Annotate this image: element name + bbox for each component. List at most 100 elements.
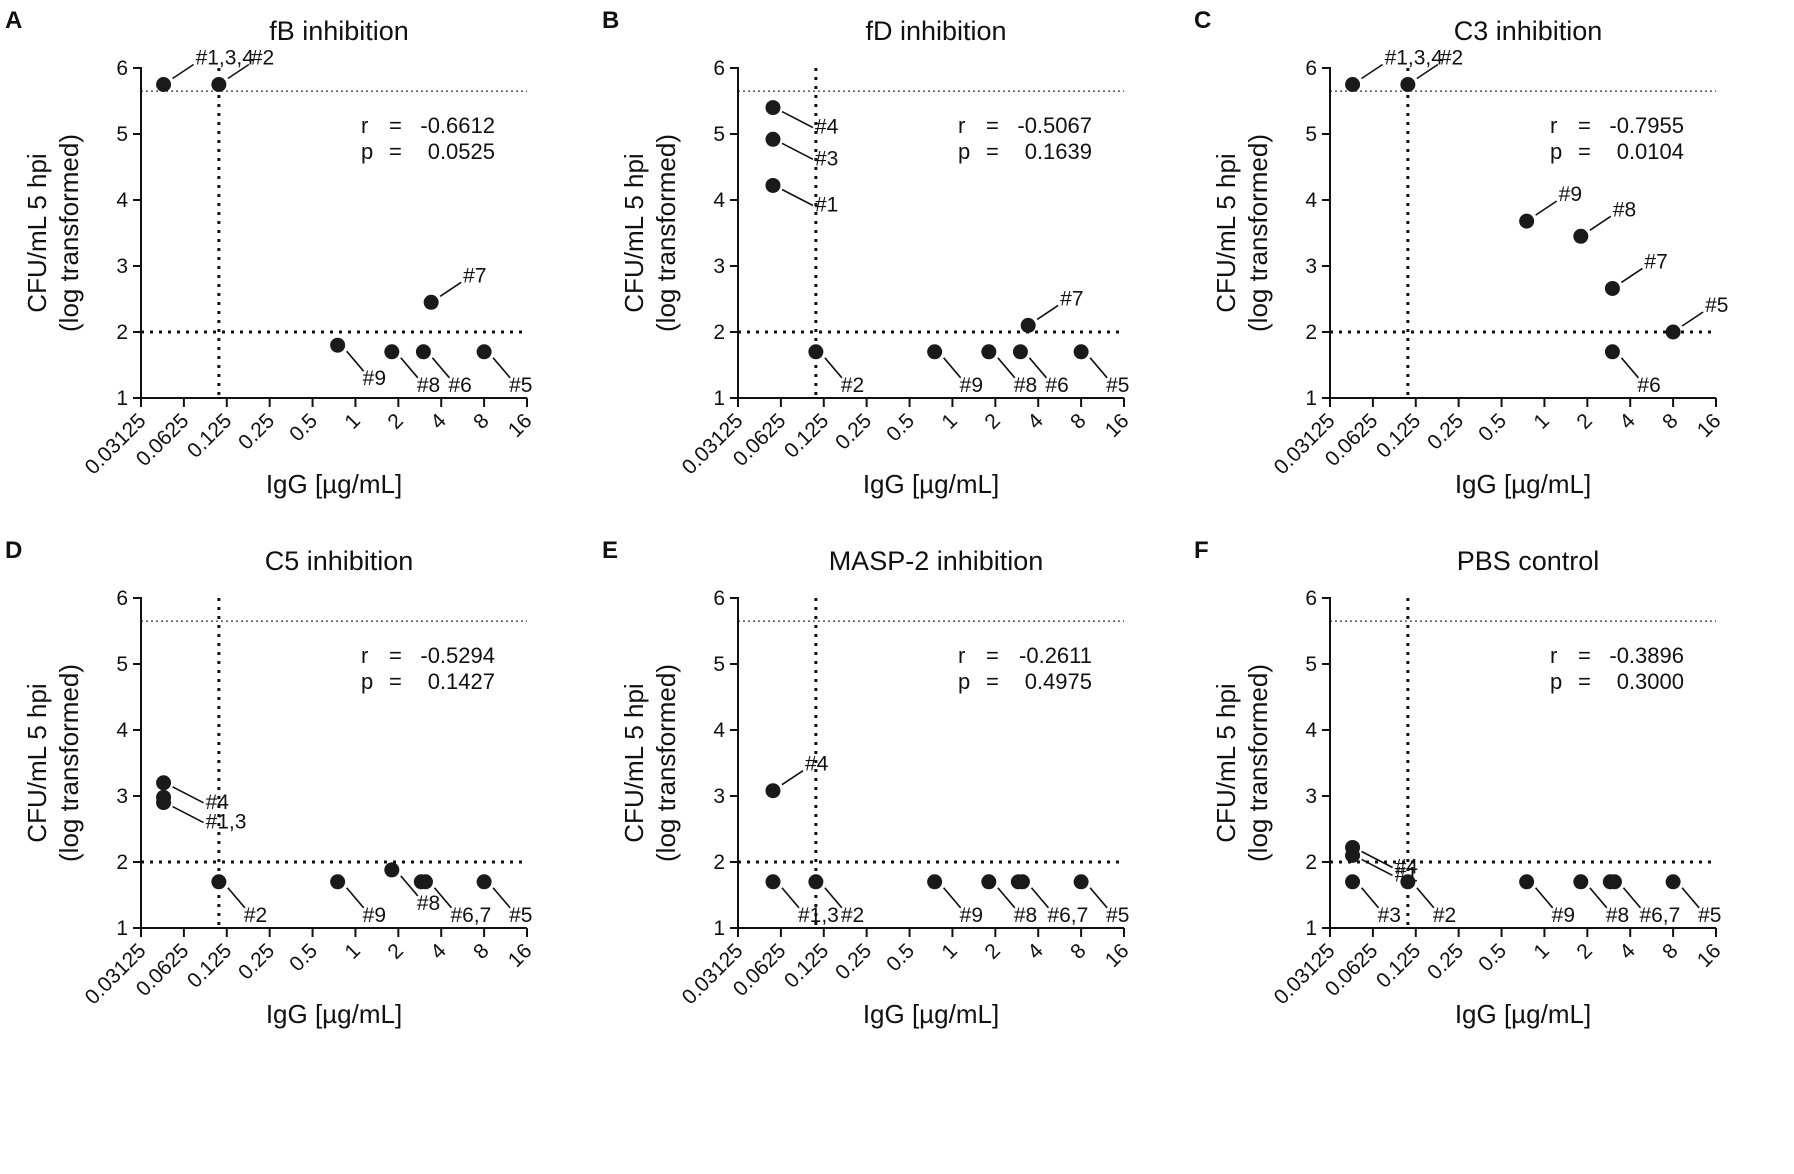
panel-e: E MASP-2 inhibition1234560.031250.06250.1… (602, 537, 1134, 1029)
y-tick-label: 3 (116, 255, 128, 278)
x-tick-label: 4 (1023, 939, 1048, 964)
point-annotation: #5 (509, 374, 532, 397)
point-annotation: #9 (363, 904, 386, 927)
data-point (156, 77, 172, 92)
y-tick-label: 4 (713, 719, 725, 742)
x-tick-label: 4 (426, 939, 451, 964)
p-label: p (958, 139, 970, 164)
x-axis-label: IgG [µg/mL] (1455, 999, 1591, 1029)
panel-letter: C (1194, 7, 1211, 34)
p-value: 0.4975 (1025, 669, 1092, 694)
x-tick-label: 1 (340, 939, 365, 964)
point-annotation: #1,3 (798, 904, 839, 927)
x-tick-label: 8 (1066, 939, 1091, 964)
data-point (765, 783, 781, 799)
data-point (1519, 874, 1535, 890)
point-annotation: #6 (1637, 374, 1660, 397)
data-point (211, 874, 227, 890)
point-annotation: #8 (1606, 904, 1629, 927)
data-point (476, 344, 492, 360)
point-annotation: #5 (509, 904, 532, 927)
y-tick-label: 5 (1305, 653, 1317, 676)
y-axis-label-line2: (log transformed) (1243, 134, 1273, 332)
data-point (156, 795, 172, 811)
x-tick-label: 0.125 (183, 939, 236, 992)
r-label: r (361, 643, 368, 668)
data-point (981, 344, 997, 360)
y-tick-label: 6 (713, 587, 725, 610)
x-tick-label: 0.25 (831, 939, 876, 984)
annotation-leader (492, 887, 511, 909)
annotation-leader (1589, 887, 1608, 909)
p-equals: = (389, 139, 402, 164)
data-point (1604, 280, 1620, 296)
y-tick-label: 6 (116, 57, 128, 80)
data-point (927, 344, 943, 360)
annotation-leader (227, 63, 250, 80)
y-tick-label: 2 (1305, 851, 1317, 874)
annotation-leader (492, 357, 511, 379)
annotation-leader (1622, 887, 1642, 909)
panel-letter: D (5, 537, 22, 564)
y-tick-label: 5 (713, 123, 725, 146)
y-axis-label-line2: (log transformed) (54, 134, 84, 332)
p-value: 0.1639 (1025, 139, 1092, 164)
panel-c: C C3 inhibition1234560.031250.06250.1250.… (1194, 7, 1728, 499)
p-label: p (361, 139, 373, 164)
r-label: r (958, 113, 965, 138)
y-tick-label: 3 (1305, 785, 1317, 808)
data-point (211, 77, 227, 92)
p-value: 0.0525 (428, 139, 495, 164)
annotation-leader (781, 110, 814, 129)
r-equals: = (389, 113, 402, 138)
point-annotation: #4 (206, 791, 230, 814)
data-point (1400, 77, 1416, 92)
point-annotation: #1,3,4 (1385, 47, 1444, 70)
panel-letter: E (602, 537, 618, 564)
annotation-leader (1089, 357, 1108, 379)
x-tick-label: 16 (504, 939, 537, 972)
data-point (1345, 874, 1361, 890)
x-tick-label: 16 (1693, 939, 1726, 972)
data-point (1345, 847, 1361, 863)
panel-f: F PBS control1234560.031250.06250.1250.25… (1194, 537, 1726, 1029)
r-equals: = (389, 643, 402, 668)
y-tick-label: 1 (1305, 917, 1317, 940)
x-tick-label: 2 (383, 409, 408, 434)
x-axis-label: IgG [µg/mL] (266, 999, 402, 1029)
y-axis-label-line1: CFU/mL 5 hpi (22, 683, 52, 842)
r-value: -0.6612 (420, 113, 495, 138)
x-tick-label: 4 (1023, 409, 1048, 434)
x-tick-label: 0.25 (1423, 939, 1468, 984)
y-tick-label: 4 (116, 719, 128, 742)
x-tick-label: 0.5 (882, 409, 919, 446)
annotation-leader (1028, 357, 1048, 379)
x-tick-label: 0.125 (183, 409, 236, 462)
annotation-leader (172, 805, 204, 824)
data-point (1604, 344, 1620, 360)
data-point (1345, 77, 1361, 92)
data-point (1665, 874, 1681, 890)
x-tick-label: 8 (1066, 409, 1091, 434)
point-annotation: #2 (244, 904, 267, 927)
data-point (1014, 874, 1030, 890)
annotation-leader (1620, 357, 1640, 379)
y-axis-label-line1: CFU/mL 5 hpi (22, 153, 52, 312)
annotation-leader (1535, 200, 1558, 216)
x-tick-label: 1 (340, 409, 365, 434)
x-tick-label: 0.125 (780, 409, 833, 462)
y-tick-label: 3 (116, 785, 128, 808)
y-tick-label: 1 (1305, 387, 1317, 410)
panel-letter: F (1194, 537, 1209, 564)
y-tick-label: 6 (1305, 587, 1317, 610)
y-tick-label: 2 (713, 321, 725, 344)
x-tick-label: 0.03125 (81, 409, 151, 479)
annotation-leader (1416, 887, 1435, 909)
x-tick-label: 0.25 (234, 409, 279, 454)
chart-title: C3 inhibition (1454, 16, 1603, 46)
y-axis-label-line2: (log transformed) (1243, 664, 1273, 862)
y-tick-label: 3 (713, 785, 725, 808)
data-point (1073, 874, 1089, 890)
data-point (1519, 213, 1535, 229)
